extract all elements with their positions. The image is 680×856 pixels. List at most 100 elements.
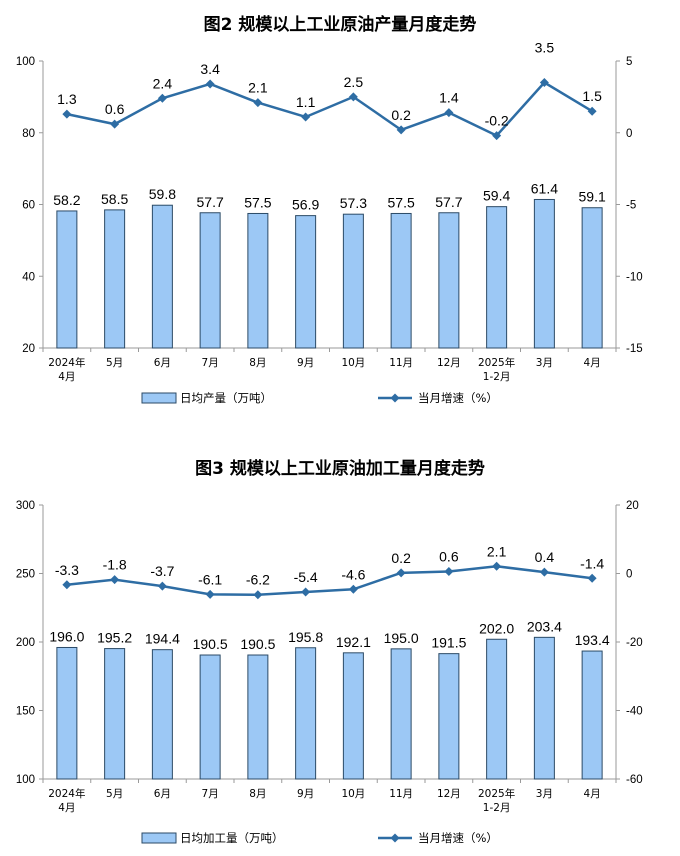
chart2-bar-value-label: 57.5 xyxy=(388,194,415,210)
chart2-line-value-label: 1.1 xyxy=(296,94,316,110)
chart3-bar-value-label: 190.5 xyxy=(193,636,228,652)
chart2-right-tick-label: 5 xyxy=(626,56,632,68)
chart3-legend-line-label: 当月增速（%） xyxy=(418,831,498,845)
chart3-line-value-label: -4.6 xyxy=(341,566,365,582)
chart3-right-tick-label: 20 xyxy=(626,500,639,512)
chart2-bar xyxy=(199,212,221,349)
chart2-bar-value-label: 61.4 xyxy=(531,180,558,196)
chart3-left-tick-label: 150 xyxy=(16,706,35,718)
chart2-bar xyxy=(486,206,508,349)
chart3-category-label: 6月 xyxy=(154,788,171,800)
chart2-bar-value-label: 57.3 xyxy=(340,195,367,211)
chart3-line-point xyxy=(253,590,263,600)
chart3-category-label: 3月 xyxy=(536,788,553,800)
chart2-bar xyxy=(342,213,364,349)
chart2-bar-value-label: 56.9 xyxy=(292,197,319,213)
chart2-line-point xyxy=(396,125,406,135)
chart2-line-point xyxy=(492,131,502,141)
chart3-bar xyxy=(56,646,78,780)
chart2-line-point xyxy=(348,92,358,102)
chart2-bar xyxy=(104,209,126,349)
chart3-bar xyxy=(151,649,173,780)
chart3-line-point xyxy=(62,580,72,590)
chart3-bar-value-label: 195.8 xyxy=(288,629,323,645)
chart2-right-tick-label: 0 xyxy=(626,128,632,140)
chart2-line-value-label: -0.2 xyxy=(485,113,509,129)
chart2-left-tick-label: 60 xyxy=(22,200,35,212)
chart2-line-value-label: 3.4 xyxy=(200,61,220,77)
chart3-line-point xyxy=(492,561,502,571)
chart2-bar xyxy=(438,212,460,349)
chart2-category-label: 8月 xyxy=(249,357,266,369)
chart2-legend-line-marker xyxy=(390,393,400,403)
chart3-line-value-label: -6.2 xyxy=(246,572,270,588)
chart2-line-value-label: 3.5 xyxy=(535,40,555,56)
chart3-line-value-label: 0.6 xyxy=(439,548,459,564)
chart3-bar xyxy=(438,653,460,780)
chart2-bar-value-label: 57.7 xyxy=(197,194,224,210)
chart2-line-point xyxy=(205,79,215,89)
chart2-left-tick-label: 100 xyxy=(16,56,35,68)
chart3-line-point xyxy=(157,581,167,591)
chart2-growth-line xyxy=(66,80,593,138)
chart2-line-point xyxy=(301,112,311,122)
chart3-line-value-label: 0.4 xyxy=(535,549,555,565)
chart3-bar-value-label: 190.5 xyxy=(240,636,275,652)
chart3-bar-value-label: 195.2 xyxy=(97,630,132,646)
chart3-category-label: 2025年 xyxy=(478,787,515,800)
chart3-category-label: 7月 xyxy=(202,788,219,800)
chart2-line-value-label: 1.3 xyxy=(57,91,77,107)
chart2-category-label: 3月 xyxy=(536,357,553,369)
chart3-bar-value-label: 192.1 xyxy=(336,634,371,650)
chart3-line-value-label: -3.3 xyxy=(55,562,79,578)
chart2-legend-line-label: 当月增速（%） xyxy=(418,391,498,405)
chart3-line-value-label: -3.7 xyxy=(150,563,174,579)
chart2-line-point xyxy=(62,109,72,119)
chart3-line-point xyxy=(444,566,454,576)
chart2-category-label: 4月 xyxy=(58,371,75,383)
chart2-category-label: 4月 xyxy=(584,357,601,369)
chart2-line-point xyxy=(253,98,263,108)
chart2-category-label: 12月 xyxy=(437,357,461,369)
chart3-line-value-label: -5.4 xyxy=(294,569,318,585)
chart2-right-tick-label: -15 xyxy=(626,343,643,355)
chart2-line-point xyxy=(587,106,597,116)
chart3-category-label: 4月 xyxy=(58,802,75,814)
chart2-line-point xyxy=(539,78,549,88)
chart3-line-value-label: -1.8 xyxy=(103,557,127,573)
chart3-bar-value-label: 195.0 xyxy=(384,630,419,646)
chart3-bar-value-label: 203.4 xyxy=(527,618,562,634)
chart3-bar xyxy=(199,654,221,780)
chart2-line-value-label: 0.6 xyxy=(105,101,125,117)
chart3-line-point xyxy=(348,584,358,594)
chart2-bar-value-label: 59.4 xyxy=(483,188,510,204)
chart3-bar-value-label: 191.5 xyxy=(431,635,466,651)
chart3-bar-value-label: 196.0 xyxy=(49,628,84,644)
chart3-category-label: 12月 xyxy=(437,788,461,800)
chart2-category-label: 2025年 xyxy=(478,356,515,369)
chart3-bar xyxy=(581,650,603,780)
chart3-growth-line xyxy=(66,565,593,596)
chart3-line-point xyxy=(539,567,549,577)
chart2-bar-value-label: 57.5 xyxy=(244,194,271,210)
chart2-line-value-label: 2.5 xyxy=(344,74,364,90)
chart3-line-value-label: -1.4 xyxy=(580,555,604,571)
chart3-category-label: 8月 xyxy=(249,788,266,800)
chart3-bar xyxy=(533,636,555,780)
chart3-bar xyxy=(104,648,126,780)
chart3-line-point xyxy=(205,589,215,599)
chart2-line-point xyxy=(157,93,167,103)
chart2-legend-bar-label: 日均产量（万吨） xyxy=(180,391,272,405)
chart3-category-label: 2024年 xyxy=(48,787,85,800)
chart2-bar-value-label: 58.2 xyxy=(53,192,80,208)
chart2-bar xyxy=(56,210,78,349)
chart3-category-label: 5月 xyxy=(106,788,123,800)
chart2-bar xyxy=(151,204,173,349)
chart2-line-point xyxy=(444,108,454,118)
chart2-bar xyxy=(581,207,603,349)
chart3-line-point xyxy=(301,587,311,597)
chart3-category-label: 1-2月 xyxy=(483,802,511,814)
chart3-right-tick-label: -60 xyxy=(626,774,643,786)
chart3-category-label: 11月 xyxy=(389,788,413,800)
